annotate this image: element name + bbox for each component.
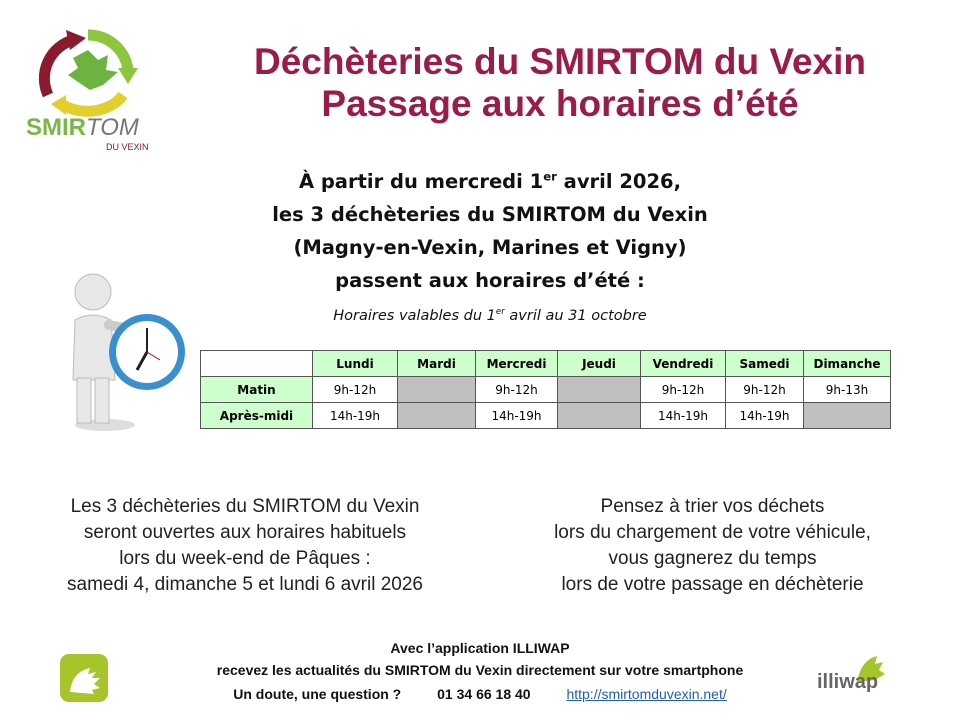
phone-number: 01 34 66 18 40 (437, 686, 531, 702)
day-header: Mercredi (475, 350, 558, 377)
table-header-row: Lundi Mardi Mercredi Jeudi Vendredi Same… (200, 350, 891, 377)
day-header: Jeudi (557, 350, 641, 377)
cell: 9h-13h (803, 376, 891, 403)
cell: 14h-19h (312, 402, 398, 429)
day-header: Dimanche (803, 350, 891, 377)
schedule-table: Lundi Mardi Mercredi Jeudi Vendredi Same… (200, 350, 891, 429)
title-line-1: Déchèteries du SMIRTOM du Vexin (253, 41, 867, 82)
cell: 9h-12h (725, 376, 804, 403)
svg-text:illiwap: illiwap (817, 671, 878, 693)
closed-cell (397, 376, 476, 403)
cell: 14h-19h (640, 402, 726, 429)
footer-line-1: Avec l’application ILLIWAP (390, 640, 570, 656)
clock-figure-illustration (72, 273, 185, 431)
day-header: Mardi (397, 350, 476, 377)
question-text: Un doute, une question ? (233, 686, 402, 702)
day-header: Samedi (725, 350, 804, 377)
cell: 14h-19h (725, 402, 804, 429)
cell: 9h-12h (475, 376, 558, 403)
closed-cell (557, 376, 641, 403)
row-label: Matin (200, 376, 313, 403)
intro-text: À partir du mercredi 1er avril 2026, les… (272, 169, 708, 292)
smirtom-logo: SMIRTOM DU VEXIN (26, 29, 149, 152)
logo-text: SMIRTOM (26, 114, 139, 141)
row-label: Après-midi (200, 402, 313, 429)
closed-cell (557, 402, 641, 429)
closed-cell (397, 402, 476, 429)
illiwap-app-icon (60, 654, 108, 702)
footer-contact: Un doute, une question ? 01 34 66 18 40 … (120, 686, 840, 702)
day-header: Vendredi (640, 350, 726, 377)
sorting-tip: Pensez à trier vos déchets lors du charge… (554, 496, 871, 595)
footer-line-2: recevez les actualités du SMIRTOM du Vex… (216, 662, 744, 678)
table-row: Après-midi 14h-19h 14h-19h 14h-19h 14h-1… (200, 402, 891, 429)
illiwap-logo: illiwap (815, 652, 890, 702)
table-row: Matin 9h-12h 9h-12h 9h-12h 9h-12h 9h-13h (200, 376, 891, 403)
website-link[interactable]: http://smirtomduvexin.net/ (566, 686, 727, 702)
day-header: Lundi (312, 350, 398, 377)
cell: 14h-19h (475, 402, 558, 429)
validity-text: Horaires valables du 1er avril au 31 oct… (333, 307, 647, 324)
cell: 9h-12h (640, 376, 726, 403)
easter-note: Les 3 déchèteries du SMIRTOM du Vexin ser… (67, 496, 423, 595)
cell: 9h-12h (312, 376, 398, 403)
logo-subtext: DU VEXIN (106, 142, 149, 152)
title-line-2: Passage aux horaires d’été (321, 83, 799, 124)
closed-cell (803, 402, 891, 429)
corner-cell (200, 350, 313, 377)
